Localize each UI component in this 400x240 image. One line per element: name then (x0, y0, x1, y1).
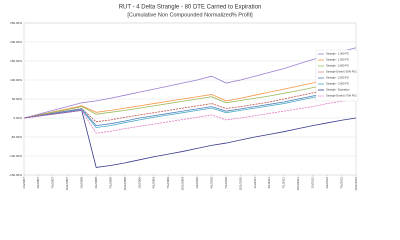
legend-label: Strangle Exited (-75% PG) (326, 94, 357, 98)
y-tick-label: 200.00% (10, 40, 22, 44)
x-tick-label: 7/2/2007 (51, 177, 55, 189)
y-tick-label: 50.00% (12, 97, 23, 101)
x-tick-label: 10/1/2012 (354, 177, 358, 191)
x-tick-label: 4/1/2010 (209, 177, 213, 189)
y-tick-label: -50.00% (11, 135, 23, 139)
x-tick-label: 7/2/2012 (339, 177, 343, 189)
legend-label: Strangle Exited (-50% PG) (326, 70, 357, 74)
series-line (23, 47, 357, 119)
x-tick-label: 7/1/2011 (282, 177, 286, 189)
chart: RUT - 4 Delta Strangle - 80 DTE Carried … (9, 4, 359, 191)
y-tick-label: 250.00% (10, 21, 22, 25)
y-tick-label: -150.00% (9, 173, 22, 177)
x-tick-label: 4/1/2009 (152, 177, 156, 189)
series-line (23, 72, 357, 119)
legend-label: Strangle - 1,500 PG (326, 58, 349, 62)
series-line (23, 88, 357, 128)
legend-label: Strangle - 2,500 PG (326, 76, 349, 80)
x-tick-label: 7/1/2008 (108, 177, 112, 189)
x-tick-label: 1/3/2007 (22, 177, 26, 189)
legend-label: Strangle - 1,000 PG (326, 52, 349, 56)
x-tick-label: 1/2/2008 (80, 177, 84, 189)
chart-title: RUT - 4 Delta Strangle - 80 DTE Carried … (119, 5, 262, 11)
x-tick-label: 1/3/2011 (253, 177, 257, 189)
x-tick-label: 1/4/2010 (195, 177, 199, 189)
legend-box (315, 49, 359, 102)
series-line (23, 98, 357, 134)
x-tick-label: 10/3/2011 (296, 177, 300, 190)
legend-label: Strangle - 2,000 PG (326, 64, 349, 68)
legend-label: Strangle - Expiration (326, 88, 350, 92)
series-line (23, 77, 357, 119)
chart-subtitle: [Cumulative Non Compounded Normalized% P… (127, 12, 253, 18)
x-tick-label: 1/3/2012 (310, 177, 314, 189)
x-tick-label: 4/1/2011 (267, 177, 271, 189)
x-tick-label: 4/1/2008 (94, 177, 98, 189)
legend-label: Strangle - 3,000 PG (326, 82, 349, 86)
y-tick-label: -100.00% (9, 154, 22, 158)
series-line (23, 83, 357, 123)
x-tick-label: 7/1/2010 (224, 177, 228, 189)
y-tick-label: 150.00% (10, 59, 22, 63)
x-tick-label: 7/1/2009 (166, 177, 170, 189)
x-tick-label: 10/1/2007 (65, 177, 69, 191)
series-line (23, 87, 357, 127)
x-tick-label: 4/2/2012 (325, 177, 329, 189)
x-tick-label: 10/1/2008 (123, 177, 127, 191)
y-tick-label: 100.00% (10, 78, 22, 82)
x-tick-label: 4/2/2007 (36, 177, 40, 189)
y-tick-label: 0.00% (13, 116, 22, 120)
x-tick-label: 1/2/2009 (137, 177, 141, 189)
x-tick-label: 10/1/2009 (181, 177, 185, 191)
x-tick-label: 10/1/2010 (238, 177, 242, 191)
